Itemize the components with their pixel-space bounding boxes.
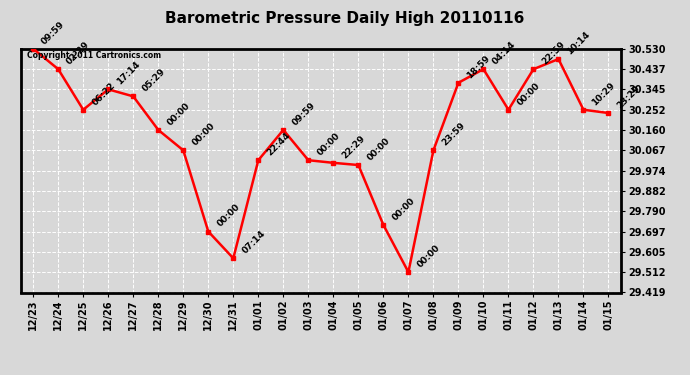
Text: 09:59: 09:59 [290,100,317,127]
Text: Copyright 2011 Cartronics.com: Copyright 2011 Cartronics.com [27,51,161,60]
Text: 10:29: 10:29 [591,80,617,107]
Text: 00:00: 00:00 [515,81,542,107]
Text: 02:29: 02:29 [65,40,92,66]
Text: 04:14: 04:14 [491,40,517,66]
Text: 07:14: 07:14 [240,229,267,255]
Text: 18:59: 18:59 [465,53,492,80]
Text: 00:00: 00:00 [165,101,191,127]
Text: 00:00: 00:00 [391,196,417,222]
Text: 05:29: 05:29 [140,67,167,94]
Text: Barometric Pressure Daily High 20110116: Barometric Pressure Daily High 20110116 [166,11,524,26]
Text: 00:00: 00:00 [315,131,342,158]
Text: 10:14: 10:14 [565,30,592,56]
Text: 09:59: 09:59 [40,19,67,46]
Text: 22:29: 22:29 [340,134,367,160]
Text: 00:00: 00:00 [215,202,242,229]
Text: 00:00: 00:00 [365,136,391,162]
Text: 17:14: 17:14 [115,60,142,87]
Text: 00:00: 00:00 [190,121,217,147]
Text: 23:59: 23:59 [440,121,467,147]
Text: 23:29: 23:29 [615,84,642,110]
Text: 06:22: 06:22 [90,81,117,107]
Text: 22:59: 22:59 [540,40,567,66]
Text: 00:00: 00:00 [415,243,442,269]
Text: 22:44: 22:44 [265,130,292,158]
